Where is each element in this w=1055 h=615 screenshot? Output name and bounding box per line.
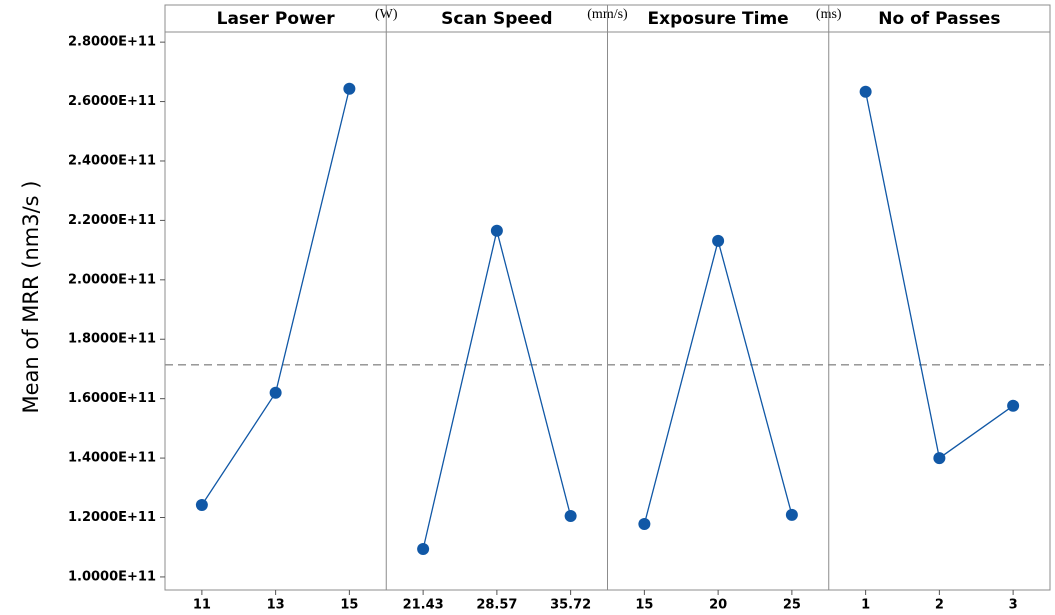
x-tick-label: 13 [267, 598, 285, 613]
y-tick-label: 2.4000E+11 [68, 153, 156, 168]
effect-line [422, 230, 572, 550]
data-point [1007, 399, 1020, 412]
data-point [195, 499, 208, 512]
y-tick-label: 1.2000E+11 [68, 510, 156, 525]
data-point [785, 508, 798, 521]
data-point [343, 82, 356, 95]
y-tick-label: 1.0000E+11 [68, 569, 156, 584]
y-axis-label: Mean of MRR (nm3/s ) [19, 181, 43, 414]
data-point [933, 452, 946, 465]
panel-title: Exposure Time [648, 9, 789, 29]
x-tick-label: 15 [340, 598, 358, 613]
data-point [859, 85, 872, 98]
data-point [712, 234, 725, 247]
x-tick-label: 25 [783, 598, 801, 613]
x-tick-label: 2 [935, 598, 944, 613]
effect-line [201, 88, 351, 506]
x-tick-label: 28.57 [476, 598, 517, 613]
x-tick-label: 35.72 [550, 598, 591, 613]
x-tick-label: 15 [635, 598, 653, 613]
y-tick-label: 2.6000E+11 [68, 94, 156, 109]
x-tick-label: 1 [861, 598, 870, 613]
y-tick-label: 2.8000E+11 [68, 35, 156, 50]
x-tick-label: 3 [1009, 598, 1018, 613]
data-point [417, 542, 430, 555]
data-point [269, 386, 282, 399]
y-tick-label: 2.2000E+11 [68, 213, 156, 228]
data-point [490, 224, 503, 237]
y-tick-label: 1.6000E+11 [68, 391, 156, 406]
x-tick-label: 11 [193, 598, 211, 613]
y-tick-label: 1.4000E+11 [68, 451, 156, 466]
panel-title: Laser Power [217, 9, 336, 29]
x-tick-label: 20 [709, 598, 727, 613]
y-tick-label: 2.0000E+11 [68, 272, 156, 287]
x-tick-label: 21.43 [403, 598, 444, 613]
y-tick-label: 1.8000E+11 [68, 332, 156, 347]
data-point [638, 518, 651, 531]
data-point [564, 510, 577, 523]
effect-line [643, 238, 793, 525]
effect-line [864, 91, 1014, 460]
panel-title: Scan Speed [441, 9, 552, 29]
panel-title: No of Passes [878, 9, 1000, 29]
